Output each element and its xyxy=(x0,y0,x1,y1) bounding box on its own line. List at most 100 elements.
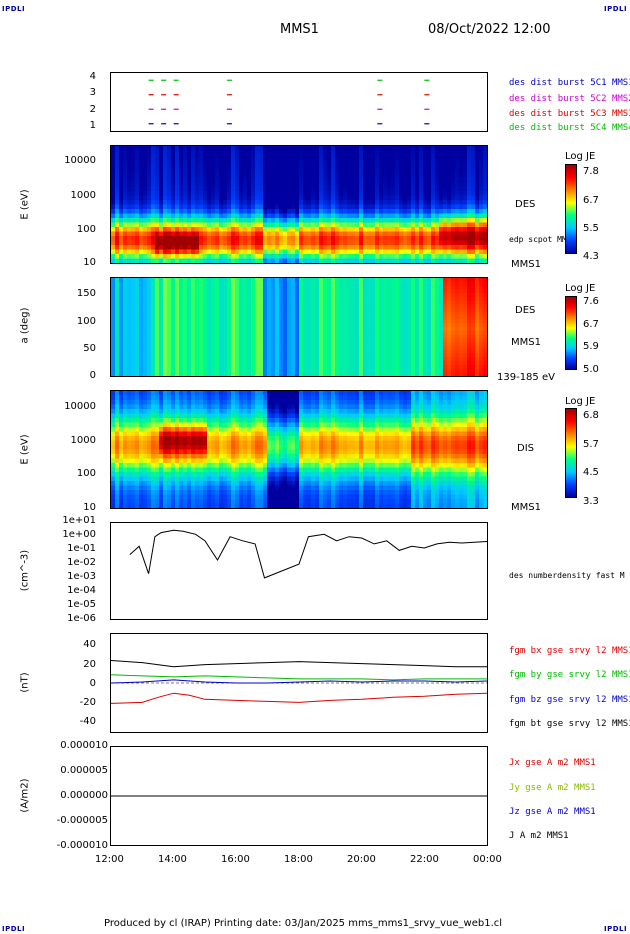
des-pitch-ytick-0: 0 xyxy=(89,370,96,381)
bfield-line-0 xyxy=(111,692,487,704)
density-ytick: 1e-01 xyxy=(67,543,96,554)
current-panel xyxy=(110,746,488,846)
burst-legend-3: des dist burst 5C3 MMS3 xyxy=(509,109,630,119)
dis-energy-cbar-tick-2: 4.5 xyxy=(583,467,599,478)
des-energy-ytick-1000: 1000 xyxy=(70,190,96,201)
des-pitch-cbar-tick-0: 7.6 xyxy=(583,296,599,307)
corner-label-bottom-right: IPDLI xyxy=(604,925,628,933)
bfield-line-1 xyxy=(111,674,487,681)
des-energy-cbar-tick-2: 5.5 xyxy=(583,223,599,234)
current-ytick-2: 0.000000 xyxy=(60,790,108,801)
burst-ytick-2: 2 xyxy=(89,104,96,115)
dis-energy-colorbar xyxy=(565,408,577,498)
current-legend-jz: Jz gse A m2 MMS1 xyxy=(509,807,596,817)
time-tick-label: 18:00 xyxy=(284,854,313,865)
des-pitch-ytick-50: 50 xyxy=(83,343,96,354)
header-datetime: 08/Oct/2022 12:00 xyxy=(428,22,551,37)
des-pitch-energy-range: 139-185 eV xyxy=(497,372,555,383)
current-legend-jx: Jx gse A m2 MMS1 xyxy=(509,758,596,768)
des-energy-overlay-label: edp scpot MMS1 xyxy=(509,235,577,244)
des-pitch-panel xyxy=(110,277,488,377)
density-line xyxy=(129,529,487,579)
dis-energy-cbar-title: Log JE xyxy=(565,396,596,407)
bfield-ytick-20: 20 xyxy=(83,659,96,670)
des-energy-cbar-tick-1: 6.7 xyxy=(583,195,599,206)
dis-energy-ytick-1000: 1000 xyxy=(70,435,96,446)
bfield-ytick-40: 40 xyxy=(83,639,96,650)
time-tick-label: 22:00 xyxy=(410,854,439,865)
bfield-panel xyxy=(110,633,488,733)
burst-plot xyxy=(148,79,430,125)
bfield-legend-bt: fgm bt gse srvy l2 MMS1 xyxy=(509,719,630,729)
density-ytick: 1e-03 xyxy=(67,571,96,582)
bfield-plot xyxy=(111,660,487,704)
density-ytick: 1e+00 xyxy=(62,529,96,540)
des-pitch-ytick-100: 100 xyxy=(76,316,96,327)
des-energy-heatmap xyxy=(111,146,487,263)
des-pitch-cbar-title: Log JE xyxy=(565,283,596,294)
dis-energy-ytick-10: 10 xyxy=(83,502,96,513)
des-energy-cbar-title: Log JE xyxy=(565,151,596,162)
des-energy-right-label: DES xyxy=(515,199,536,210)
footer-credit: Produced by cl (IRAP) Printing date: 03/… xyxy=(104,918,503,929)
burst-ytick-1: 1 xyxy=(89,120,96,131)
density-ytick: 1e-05 xyxy=(67,599,96,610)
density-ytick: 1e-06 xyxy=(67,613,96,624)
density-ytick: 1e-04 xyxy=(67,585,96,596)
density-plot xyxy=(129,529,487,579)
des-energy-ytick-100: 100 xyxy=(76,224,96,235)
des-pitch-cbar-tick-3: 5.0 xyxy=(583,364,599,375)
current-ytick-0: 0.000010 xyxy=(60,740,108,751)
des-pitch-cbar-tick-1: 6.7 xyxy=(583,319,599,330)
current-legend-jy: Jy gse A m2 MMS1 xyxy=(509,783,596,793)
time-tick-label: 16:00 xyxy=(221,854,250,865)
bfield-legend-bx: fgm bx gse srvy l2 MMS1 xyxy=(509,646,630,656)
bfield-line-2 xyxy=(111,679,487,684)
des-energy-ylabel: E (eV) xyxy=(19,189,31,220)
time-tick-label: 14:00 xyxy=(158,854,187,865)
density-ytick: 1e+01 xyxy=(62,515,96,526)
current-legend-j: J A m2 MMS1 xyxy=(509,831,569,841)
burst-ytick-4: 4 xyxy=(89,71,96,82)
bfield-legend-by: fgm by gse srvy l2 MMS1 xyxy=(509,670,630,680)
dis-energy-ylabel: E (eV) xyxy=(19,434,31,465)
dis-energy-panel xyxy=(110,390,488,509)
des-energy-panel xyxy=(110,145,488,264)
dis-energy-cbar-tick-1: 5.7 xyxy=(583,439,599,450)
bfield-ytick-m40: -40 xyxy=(79,716,96,727)
bfield-ytick-0: 0 xyxy=(89,678,96,689)
des-energy-bottom-label: MMS1 xyxy=(511,259,541,270)
des-pitch-right-label: DES xyxy=(515,305,536,316)
des-pitch-bottom-label: MMS1 xyxy=(511,337,541,348)
current-ytick-1: 0.000005 xyxy=(60,765,108,776)
current-plot xyxy=(111,795,487,797)
density-ytick: 1e-02 xyxy=(67,557,96,568)
des-pitch-colorbar xyxy=(565,296,577,370)
dis-energy-cbar-tick-3: 3.3 xyxy=(583,496,599,507)
dis-energy-heatmap xyxy=(111,391,487,508)
dis-energy-ytick-100: 100 xyxy=(76,468,96,479)
corner-label-top-right: IPDLI xyxy=(604,5,628,13)
density-panel xyxy=(110,522,488,620)
current-ytick-3: -0.000005 xyxy=(56,815,108,826)
density-legend: des numberdensity fast M xyxy=(509,571,625,580)
time-tick-label: 12:00 xyxy=(95,854,124,865)
des-energy-cbar-tick-3: 4.3 xyxy=(583,251,599,262)
burst-legend-4: des dist burst 5C4 MMS4 xyxy=(509,123,630,133)
header-mission: MMS1 xyxy=(280,22,319,37)
time-tick-label: 00:00 xyxy=(473,854,502,865)
des-pitch-heatmap xyxy=(111,278,487,376)
des-energy-ytick-10000: 10000 xyxy=(64,155,96,166)
corner-label-bottom-left: IPDLI xyxy=(2,925,26,933)
bfield-legend-bz: fgm bz gse srvy l2 MMS1 xyxy=(509,695,630,705)
burst-ytick-3: 3 xyxy=(89,87,96,98)
des-energy-ytick-10: 10 xyxy=(83,257,96,268)
bfield-ytick-m20: -20 xyxy=(79,697,96,708)
burst-panel xyxy=(110,72,488,132)
des-pitch-cbar-tick-2: 5.9 xyxy=(583,341,599,352)
burst-legend-2: des dist burst 5C2 MMS2 xyxy=(509,94,630,104)
time-tick-label: 20:00 xyxy=(347,854,376,865)
des-energy-colorbar xyxy=(565,164,577,254)
dis-energy-right-label: DIS xyxy=(517,443,534,454)
des-energy-cbar-tick-0: 7.8 xyxy=(583,166,599,177)
